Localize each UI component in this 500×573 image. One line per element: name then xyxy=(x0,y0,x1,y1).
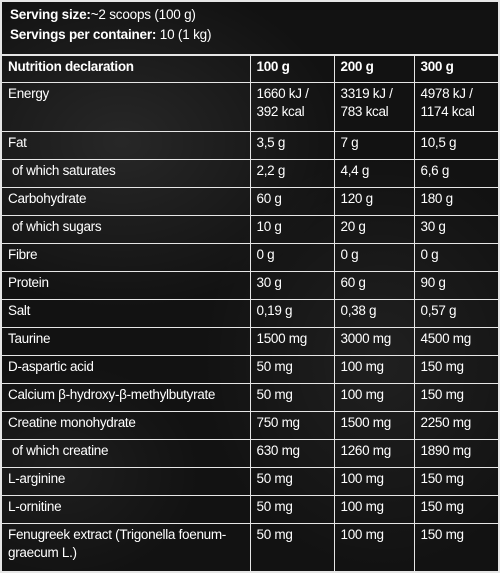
header-100g: 100 g xyxy=(249,56,335,83)
table-row: Carbohydrate 60 g 120 g 180 g xyxy=(2,187,498,216)
value-100g: 1500 mg xyxy=(249,327,335,356)
value-200g: 1260 mg xyxy=(333,439,415,468)
nutrient-name: of which creatine xyxy=(2,439,251,468)
nutrition-table: Nutrition declaration 100 g 200 g 300 g … xyxy=(2,56,498,573)
nutrient-name: Fenugreek extract (Trigonella foenum-gra… xyxy=(2,523,251,573)
value-100g: 50 mg xyxy=(249,383,335,412)
value-100g: 10 g xyxy=(249,215,335,244)
table-row: of which sugars 10 g 20 g 30 g xyxy=(2,215,498,244)
header-300g: 300 g xyxy=(413,56,498,83)
value-300g: 0 g xyxy=(413,243,498,272)
value-200g: 3000 mg xyxy=(333,327,415,356)
value-300g: 2250 mg xyxy=(413,411,498,440)
nutrient-name: Salt xyxy=(2,299,251,328)
value-100g: 50 mg xyxy=(249,355,335,384)
value-300g: 150 mg xyxy=(413,355,498,384)
table-row: Fibre 0 g 0 g 0 g xyxy=(2,243,498,272)
table-row: Protein 30 g 60 g 90 g xyxy=(2,271,498,300)
nutrient-name: L-ornitine xyxy=(2,495,251,524)
value-100g: 50 mg xyxy=(249,523,335,573)
table-row: of which creatine 630 mg 1260 mg 1890 mg xyxy=(2,439,498,468)
value-200g: 1500 mg xyxy=(333,411,415,440)
value-300g: 150 mg xyxy=(413,495,498,524)
header-200g: 200 g xyxy=(333,56,415,83)
value-100g: 750 mg xyxy=(249,411,335,440)
nutrient-name: Fat xyxy=(2,131,251,160)
table-row: Calcium β-hydroxy-β-methylbutyrate 50 mg… xyxy=(2,383,498,412)
value-100g: 1660 kJ / 392 kcal xyxy=(249,82,335,132)
value-200g: 100 mg xyxy=(333,495,415,524)
servings-per-container-value: 10 (1 kg) xyxy=(159,27,212,42)
serving-size-value: ~2 scoops (100 g) xyxy=(90,7,196,22)
table-row: Fenugreek extract (Trigonella foenum-gra… xyxy=(2,523,498,573)
value-100g: 0,19 g xyxy=(249,299,335,328)
value-200g: 20 g xyxy=(333,215,415,244)
nutrient-name: Creatine monohydrate xyxy=(2,411,251,440)
serving-info: Serving size:~2 scoops (100 g) Servings … xyxy=(2,2,498,56)
header-nutrition-declaration: Nutrition declaration xyxy=(2,56,251,83)
value-300g: 150 mg xyxy=(413,467,498,496)
table-row: of which saturates 2,2 g 4,4 g 6,6 g xyxy=(2,159,498,188)
value-200g: 100 mg xyxy=(333,467,415,496)
value-300g: 4500 mg xyxy=(413,327,498,356)
nutrient-name: Energy xyxy=(2,82,251,132)
value-200g: 7 g xyxy=(333,131,415,160)
value-300g: 30 g xyxy=(413,215,498,244)
value-300g: 1890 mg xyxy=(413,439,498,468)
nutrient-name: Protein xyxy=(2,271,251,300)
table-header-row: Nutrition declaration 100 g 200 g 300 g xyxy=(2,56,498,83)
value-100g: 630 mg xyxy=(249,439,335,468)
nutrient-name: Calcium β-hydroxy-β-methylbutyrate xyxy=(2,383,251,412)
value-200g: 100 mg xyxy=(333,383,415,412)
table-row: Salt 0,19 g 0,38 g 0,57 g xyxy=(2,299,498,328)
value-100g: 0 g xyxy=(249,243,335,272)
serving-size-label: Serving size: xyxy=(10,7,91,22)
table-row: L-ornitine 50 mg 100 mg 150 mg xyxy=(2,495,498,524)
value-100g: 50 mg xyxy=(249,495,335,524)
table-row: L-arginine 50 mg 100 mg 150 mg xyxy=(2,467,498,496)
value-300g: 4978 kJ / 1174 kcal xyxy=(413,82,498,132)
value-300g: 0,57 g xyxy=(413,299,498,328)
table-row: Fat 3,5 g 7 g 10,5 g xyxy=(2,131,498,160)
value-100g: 2,2 g xyxy=(249,159,335,188)
value-300g: 10,5 g xyxy=(413,131,498,160)
serving-size-line: Serving size:~2 scoops (100 g) xyxy=(10,5,498,25)
value-200g: 0 g xyxy=(333,243,415,272)
value-200g: 4,4 g xyxy=(333,159,415,188)
table-row: D-aspartic acid 50 mg 100 mg 150 mg xyxy=(2,355,498,384)
nutrient-name: Carbohydrate xyxy=(2,187,251,216)
value-100g: 50 mg xyxy=(249,467,335,496)
table-row: Creatine monohydrate 750 mg 1500 mg 2250… xyxy=(2,411,498,440)
nutrient-name: Fibre xyxy=(2,243,251,272)
value-300g: 150 mg xyxy=(413,383,498,412)
value-200g: 120 g xyxy=(333,187,415,216)
nutrient-name: D-aspartic acid xyxy=(2,355,251,384)
value-100g: 30 g xyxy=(249,271,335,300)
value-200g: 60 g xyxy=(333,271,415,300)
value-200g: 0,38 g xyxy=(333,299,415,328)
table-row: Taurine 1500 mg 3000 mg 4500 mg xyxy=(2,327,498,356)
servings-per-container-label: Servings per container: xyxy=(10,27,157,42)
value-200g: 3319 kJ / 783 kcal xyxy=(333,82,415,132)
value-200g: 100 mg xyxy=(333,355,415,384)
nutrient-name: Taurine xyxy=(2,327,251,356)
table-row: Energy 1660 kJ / 392 kcal 3319 kJ / 783 … xyxy=(2,82,498,132)
nutrient-name: L-arginine xyxy=(2,467,251,496)
value-100g: 60 g xyxy=(249,187,335,216)
value-300g: 180 g xyxy=(413,187,498,216)
value-100g: 3,5 g xyxy=(249,131,335,160)
value-300g: 6,6 g xyxy=(413,159,498,188)
nutrient-name: of which sugars xyxy=(2,215,251,244)
value-300g: 90 g xyxy=(413,271,498,300)
value-300g: 150 mg xyxy=(413,523,498,573)
value-200g: 100 mg xyxy=(333,523,415,573)
servings-per-container-line: Servings per container: 10 (1 kg) xyxy=(10,25,498,45)
nutrient-name: of which saturates xyxy=(2,159,251,188)
